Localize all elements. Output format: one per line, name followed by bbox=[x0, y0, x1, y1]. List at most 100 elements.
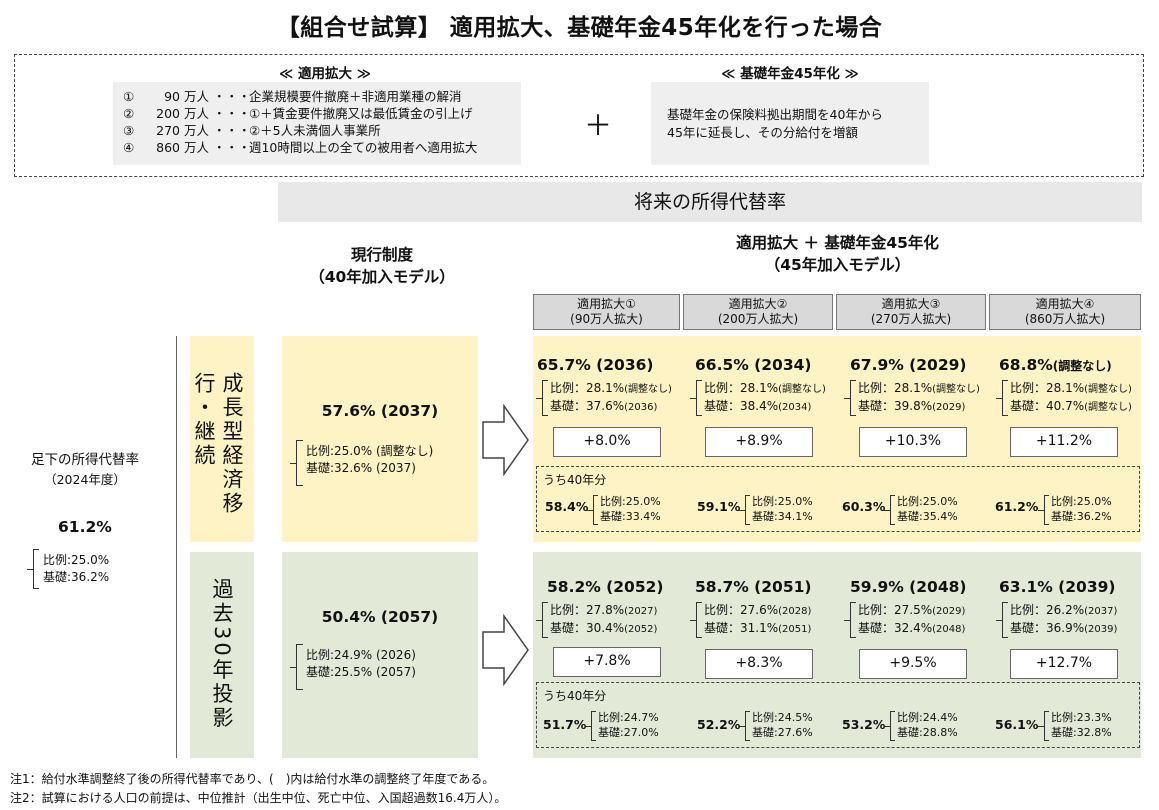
u40-value: 58.4% bbox=[545, 499, 589, 514]
arrow-right-icon bbox=[482, 404, 529, 476]
u40-brace bbox=[739, 711, 750, 741]
hirei-value: 比例：28.1% bbox=[858, 381, 933, 395]
item-number: ③ bbox=[123, 123, 135, 138]
breakdown-brace bbox=[536, 602, 548, 638]
current-growth-brace bbox=[290, 440, 303, 486]
col-header-line1: 適用拡大② bbox=[728, 297, 788, 311]
footnote-2: 注2：試算における人口の前提は、中位推計（出生中位、死亡中位、入国超過数16.4… bbox=[10, 791, 507, 805]
breakdown-brace bbox=[844, 380, 856, 416]
u40-hirei: 比例:25.0% bbox=[897, 495, 958, 508]
breakdown-brace bbox=[844, 602, 856, 638]
u40-brace bbox=[1038, 711, 1049, 741]
growth-col-3: 67.9% (2029) 比例：28.1%(調整なし) 基礎：39.8%(202… bbox=[836, 336, 989, 542]
past30-40yr-box: うち40年分 bbox=[536, 682, 1140, 748]
current-header-line1: 現行制度 bbox=[350, 246, 413, 264]
hirei-value: 比例：28.1% bbox=[704, 381, 779, 395]
growth-40yr-label: うち40年分 bbox=[543, 473, 607, 487]
u40-value: 52.2% bbox=[697, 717, 741, 732]
u40-value: 56.1% bbox=[995, 717, 1039, 732]
combined-breakdown: 比例：28.1%(調整なし) 基礎：37.6%(2036) bbox=[550, 380, 672, 416]
baseline-brace bbox=[27, 549, 39, 589]
combined-breakdown: 比例：28.1%(調整なし) 基礎：39.8%(2029) bbox=[858, 380, 980, 416]
u40-breakdown: 比例:24.7% 基礎:27.0% bbox=[598, 710, 659, 740]
u40-hirei: 比例:24.4% bbox=[897, 711, 958, 724]
combined-value: 58.7% (2051) bbox=[695, 578, 812, 596]
baseline-label: 足下の所得代替率 （2024年度） bbox=[10, 450, 160, 490]
combined-header-line2: （45年加入モデル） bbox=[764, 256, 911, 274]
u40-value: 53.2% bbox=[842, 717, 886, 732]
u40-breakdown: 比例:23.3% 基礎:32.8% bbox=[1051, 710, 1112, 740]
u40-kiso: 基礎:35.4% bbox=[897, 510, 958, 523]
u40-hirei: 比例:23.3% bbox=[1051, 711, 1112, 724]
hirei-note: (調整なし) bbox=[932, 384, 980, 395]
current-past30-value: 50.4% (2057) bbox=[321, 608, 439, 626]
u40-value: 51.7% bbox=[543, 717, 587, 732]
u40-kiso: 基礎:33.4% bbox=[600, 510, 661, 523]
u40-breakdown: 比例:25.0% 基礎:35.4% bbox=[897, 494, 958, 524]
item-number: ② bbox=[123, 106, 135, 121]
kiso45-heading: ≪ 基礎年金45年化 ≫ bbox=[721, 66, 859, 82]
footnote-1: 注1：給付水準調整終了後の所得代替率であり、( )内は給付水準の調整終了年度であ… bbox=[10, 772, 495, 786]
col-header-line1: 適用拡大① bbox=[577, 297, 636, 311]
future-replacement-banner: 将来の所得代替率 bbox=[278, 182, 1142, 222]
expansion-heading: ≪ 適用拡大 ≫ bbox=[279, 66, 371, 82]
hirei-value: 比例：28.1% bbox=[1010, 381, 1085, 395]
kiso-value: 基礎：36.9% bbox=[1010, 621, 1085, 635]
u40-kiso: 基礎:36.2% bbox=[1051, 510, 1112, 523]
combined-breakdown: 比例：27.5%(2029) 基礎：32.4%(2048) bbox=[858, 602, 965, 638]
current-past30-brace bbox=[290, 644, 303, 690]
u40-kiso: 基礎:28.8% bbox=[897, 726, 958, 739]
delta-box: +8.3% bbox=[705, 649, 813, 679]
hirei-note: (2027) bbox=[624, 606, 658, 617]
breakdown-brace bbox=[690, 602, 702, 638]
growth-40yr-box: うち40年分 bbox=[536, 466, 1140, 532]
current-growth-panel: 57.6% (2037) 比例:25.0% (調整なし) 基礎:32.6% (2… bbox=[282, 336, 478, 542]
growth-col-1: 65.7% (2036) 比例：28.1%(調整なし) 基礎：37.6%(203… bbox=[533, 336, 683, 542]
item-amount: 270 万人 bbox=[156, 123, 209, 138]
page-title: 【組合せ試算】 適用拡大、基礎年金45年化を行った場合 bbox=[276, 15, 883, 41]
u40-hirei: 比例:25.0% bbox=[600, 495, 661, 508]
kiso-value: 基礎：30.4% bbox=[550, 621, 625, 635]
u40-breakdown: 比例:25.0% 基礎:33.4% bbox=[600, 494, 661, 524]
u40-hirei: 比例:24.7% bbox=[598, 711, 659, 724]
expansion-list: ① 90 万人 ・・・ 企業規模要件撤廃＋非適用業種の解消 ② 200 万人 ・… bbox=[113, 82, 521, 165]
combined-value: 68.8% bbox=[999, 356, 1053, 374]
u40-brace bbox=[585, 711, 596, 741]
combined-breakdown: 比例：27.8%(2027) 基礎：30.4%(2052) bbox=[550, 602, 657, 638]
item-amount: 200 万人 bbox=[156, 106, 209, 121]
baseline-hirei: 比例:25.0% bbox=[43, 553, 110, 567]
hirei-value: 比例：27.6% bbox=[704, 603, 779, 617]
hirei-note: (調整なし) bbox=[778, 384, 826, 395]
current-growth-hirei: 比例:25.0% (調整なし) bbox=[306, 444, 434, 458]
scenario-label-text: 成長型経済移行・継続 bbox=[192, 372, 244, 516]
expansion-item: ② 200 万人 ・・・ ①＋賃金要件撤廃又は最低賃金の引上げ bbox=[123, 105, 477, 122]
combined-value: 65.7% (2036) bbox=[537, 356, 654, 374]
expansion-item: ④ 860 万人 ・・・ 週10時間以上の全ての被用者へ適用拡大 bbox=[123, 139, 477, 156]
item-number: ① bbox=[123, 89, 135, 104]
past30-col-1: 58.2% (2052) 比例：27.8%(2027) 基礎：30.4%(205… bbox=[533, 552, 683, 758]
baseline-kiso: 基礎:36.2% bbox=[43, 570, 110, 584]
u40-kiso: 基礎:32.8% bbox=[1051, 726, 1112, 739]
combined-value: 58.2% (2052) bbox=[547, 578, 664, 596]
expansion-item: ③ 270 万人 ・・・ ②＋5人未満個人事業所 bbox=[123, 122, 477, 139]
item-desc: ②＋5人未満個人事業所 bbox=[248, 123, 381, 138]
u40-kiso: 基礎:34.1% bbox=[752, 510, 813, 523]
col-header-line1: 適用拡大③ bbox=[881, 297, 941, 311]
col-header-line1: 適用拡大④ bbox=[1035, 297, 1095, 311]
kiso-note: (2048) bbox=[932, 624, 966, 635]
current-header-line2: （40年加入モデル） bbox=[309, 268, 455, 286]
u40-value: 60.3% bbox=[842, 499, 886, 514]
current-growth-value: 57.6% (2037) bbox=[321, 402, 439, 420]
baseline-breakdown: 比例:25.0% 基礎:36.2% bbox=[43, 552, 109, 586]
combined-value: 66.5% (2034) bbox=[695, 356, 812, 374]
scenario-label-past30: 過去30年投影 bbox=[190, 552, 254, 758]
kiso-note: (調整なし) bbox=[1084, 402, 1132, 413]
current-past30-panel: 50.4% (2057) 比例:24.9% (2026) 基礎:25.5% (2… bbox=[282, 552, 478, 758]
combined-header: 適用拡大 ＋ 基礎年金45年化 （45年加入モデル） bbox=[535, 232, 1140, 276]
past30-col-4: 63.1% (2039) 比例：26.2%(2037) 基礎：36.9%(203… bbox=[989, 552, 1141, 758]
combined-breakdown: 比例：28.1%(調整なし) 基礎：38.4%(2034) bbox=[704, 380, 826, 416]
delta-box: +8.0% bbox=[553, 427, 661, 457]
kiso-value: 基礎：37.6% bbox=[550, 399, 625, 413]
breakdown-brace bbox=[996, 602, 1008, 638]
item-amount: 90 万人 bbox=[164, 89, 209, 104]
